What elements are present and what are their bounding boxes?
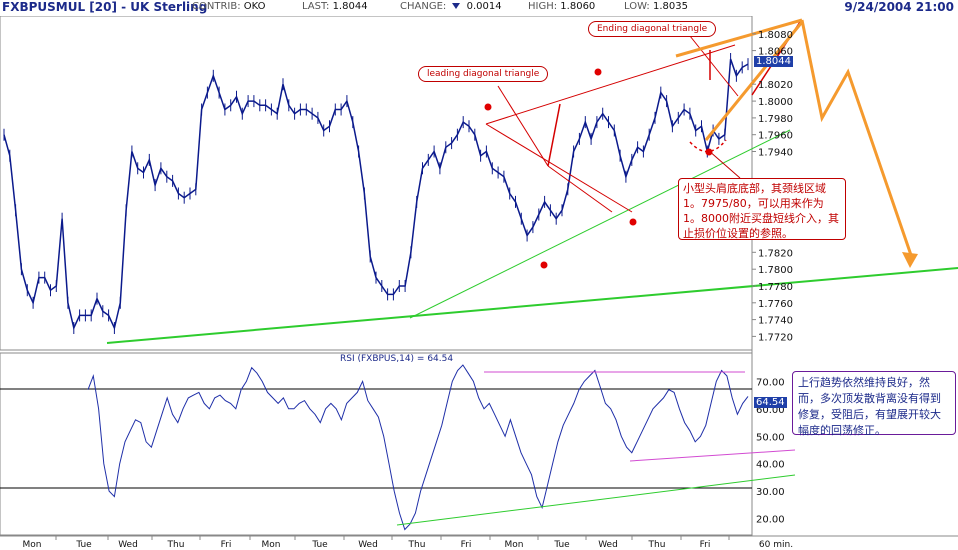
x-tick-label: Mon (505, 540, 524, 550)
price-tick-label: 1.8080 (758, 30, 793, 41)
chart-header: FXBPUSMUL [20] - UK Sterling CONTRIB: OK… (0, 0, 958, 16)
price-tick-label: 1.7960 (758, 131, 793, 142)
price-tick-label: 1.7760 (758, 299, 793, 310)
x-tick-label: Fri (700, 540, 711, 550)
hs-callout-line (707, 149, 741, 179)
price-tick-label: 1.7820 (758, 248, 793, 259)
rsi-bottom-divergence-line (629, 449, 796, 462)
rsi-divergence-note: 上行趋势依然维持良好，然而，多次顶发散背离没有得到修复，受阻后，有望展开较大幅度… (792, 371, 956, 437)
long-term-support-trendline (106, 267, 958, 344)
leading-pointer-arrow-2 (547, 165, 613, 213)
rsi-tick-label: 40.00 (756, 460, 785, 471)
price-tick-label: 1.7980 (758, 114, 793, 125)
leading-pointer-arrow (497, 85, 549, 167)
ending-triangle-upper (675, 18, 803, 58)
wave-arrow-path (547, 103, 561, 167)
rsi-tick-label: 30.00 (756, 487, 785, 498)
x-tick-label: 60 min. (759, 540, 793, 550)
rsi-panel-frame (0, 352, 753, 536)
x-tick-label: Tue (75, 540, 92, 550)
x-tick-label: Tue (311, 540, 328, 550)
price-tick-label: 1.8020 (758, 80, 793, 91)
price-series (3, 53, 749, 334)
forecast-path (800, 19, 914, 259)
x-tick-label: Fri (221, 540, 232, 550)
chart-datetime: 9/24/2004 21:00 (844, 0, 954, 14)
hs-bottom-arc (689, 139, 727, 153)
x-tick-label: Thu (648, 540, 666, 550)
last-price-tag: 1.8044 (754, 56, 793, 67)
low-field: LOW: 1.8035 (624, 1, 688, 12)
wave-marker (629, 218, 637, 226)
low-label: LOW: (624, 1, 650, 12)
high-label: HIGH: (528, 1, 558, 12)
change-field: CHANGE: 0.0014 (400, 1, 502, 12)
x-tick-label: Thu (408, 540, 426, 550)
last-field: LAST: 1.8044 (302, 1, 368, 12)
triangle-lower-line (485, 123, 633, 213)
wave-marker (594, 68, 602, 76)
price-panel-frame (0, 15, 753, 351)
contrib-label: CONTRIB: (192, 1, 241, 12)
down-triangle-icon (452, 3, 461, 9)
rsi-support-trendline (396, 474, 796, 526)
ending-pointer-arrow (689, 35, 739, 97)
contrib-value: OKO (243, 1, 266, 12)
price-line (3, 58, 749, 331)
price-tick-label: 1.7740 (758, 316, 793, 327)
last-label: LAST: (302, 1, 330, 12)
ending-triangle-label: Ending diagonal triangle (588, 21, 717, 37)
rsi-y-axis: 20.00 30.00 40.00 50.00 60.00 70.00 (756, 377, 785, 525)
x-tick-label: Wed (358, 540, 378, 550)
rsi-panel-title: RSI (FXBPUS,14) = 64.54 (340, 354, 454, 364)
last-value: 1.8044 (332, 1, 368, 12)
ending-triangle-lower (704, 21, 804, 141)
change-value: 0.0014 (466, 1, 502, 12)
low-value: 1.8035 (652, 1, 688, 12)
x-tick-label: Fri (461, 540, 472, 550)
rsi-tick-label: 60.00 (756, 405, 785, 416)
price-tick-label: 1.7800 (758, 265, 793, 276)
rsi-tick-label: 20.00 (756, 515, 785, 526)
last-rsi-tag: 64.54 (754, 397, 787, 408)
x-tick-label: Tue (553, 540, 570, 550)
price-tick-label: 1.7720 (758, 332, 793, 343)
price-tick-label: 1.8000 (758, 97, 793, 108)
change-label: CHANGE: (400, 1, 447, 12)
wave-marker (540, 261, 548, 269)
price-tick-label: 1.7780 (758, 282, 793, 293)
rsi-line (87, 364, 749, 531)
short-term-support-trendline (409, 129, 791, 319)
head-shoulders-note: 小型头肩底底部，其颈线区域1。7975/80，可以用来作为1。8000附近买盘短… (678, 178, 846, 240)
forecast-arrowhead (902, 252, 918, 268)
chart-title: FXBPUSMUL [20] - UK Sterling (2, 0, 208, 14)
x-tick-label: Thu (167, 540, 185, 550)
x-tick-label: Mon (262, 540, 281, 550)
high-field: HIGH: 1.8060 (528, 1, 595, 12)
price-y-axis: 1.7720 1.7740 1.7760 1.7780 1.7800 1.7820 1.79… (752, 30, 793, 343)
x-axis: Mon Tue Wed Thu Fri Mon Tue Wed Thu Fri Mon Tue Wed T… (23, 536, 793, 550)
rsi-series (87, 364, 749, 531)
x-tick-label: Mon (23, 540, 42, 550)
contrib-field: CONTRIB: OKO (192, 1, 266, 12)
wave-marker (705, 148, 713, 156)
rsi-tick-label: 70.00 (756, 377, 785, 388)
x-tick-label: Wed (598, 540, 618, 550)
price-tick-label: 1.8060 (758, 47, 793, 58)
high-value: 1.8060 (560, 1, 596, 12)
price-tick-label: 1.7940 (758, 148, 793, 159)
wave-marker (484, 103, 492, 111)
triangle-upper-line (485, 44, 736, 125)
rsi-tick-label: 50.00 (756, 432, 785, 443)
x-tick-label: Wed (118, 540, 138, 550)
leading-triangle-label: leading diagonal triangle (418, 66, 549, 82)
